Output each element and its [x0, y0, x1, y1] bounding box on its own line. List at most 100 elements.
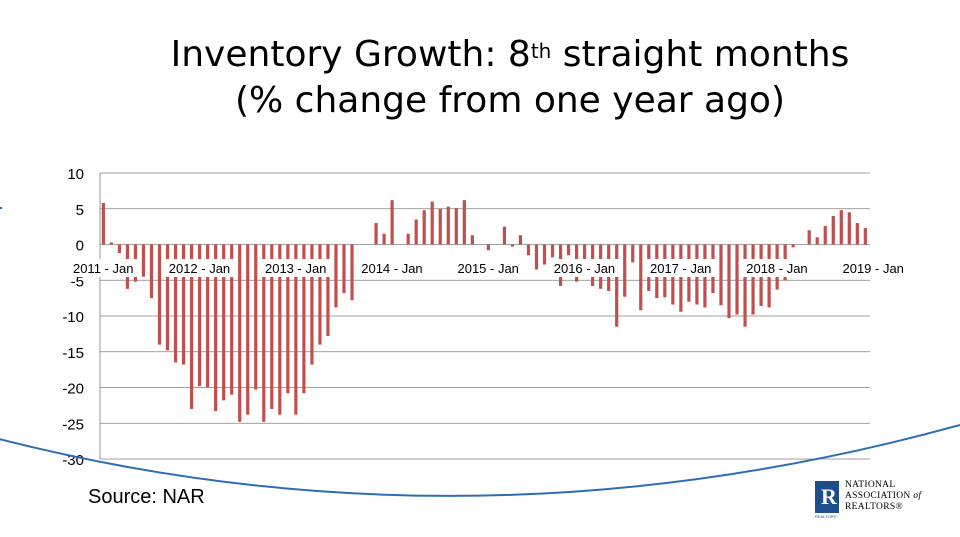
- bar: [446, 206, 450, 245]
- x-tick-label-bg: [162, 259, 237, 277]
- bar: [430, 201, 434, 245]
- x-tick-label: 2012 - Jan: [169, 261, 230, 276]
- bar: [406, 233, 410, 245]
- bar: [109, 242, 113, 245]
- nar-logo: R NATIONAL ASSOCIATION of REALTORS® REAL…: [815, 480, 922, 519]
- bar: [342, 244, 346, 294]
- bar: [189, 244, 194, 409]
- bar: [390, 200, 394, 245]
- bar: [181, 244, 186, 365]
- bar: [534, 244, 539, 270]
- bar: [486, 244, 490, 251]
- x-tick-label-bg: [739, 259, 814, 277]
- bar: [566, 244, 571, 256]
- y-tick-label: -5: [71, 273, 84, 290]
- y-tick-label: 5: [76, 202, 84, 219]
- bar: [238, 244, 242, 422]
- bar: [246, 244, 250, 415]
- x-tick-label: 2017 - Jan: [650, 261, 711, 276]
- x-tick-label: 2011 - Jan: [73, 261, 133, 276]
- bar: [510, 244, 515, 247]
- bar: [719, 244, 723, 306]
- bar: [382, 233, 386, 245]
- bar: [631, 244, 635, 263]
- y-tick-label: -25: [62, 416, 84, 433]
- bar: [855, 223, 859, 245]
- decorative-dot: [0, 206, 3, 210]
- x-tick-label: 2019 - Jan: [842, 261, 903, 276]
- bar: [101, 203, 105, 245]
- bar: [141, 244, 146, 277]
- decorative-arc: [0, 424, 960, 497]
- bar: [374, 223, 378, 245]
- y-tick-label: -30: [62, 452, 84, 469]
- bar: [222, 244, 226, 401]
- bar: [502, 226, 507, 245]
- bar: [270, 244, 274, 409]
- bar: [117, 244, 122, 254]
- bar: [149, 244, 154, 299]
- bar: [438, 208, 442, 245]
- bar: [165, 244, 170, 351]
- x-tick-label: 2013 - Jan: [265, 261, 326, 276]
- bar: [254, 244, 258, 390]
- y-tick-label: 10: [67, 166, 84, 183]
- bar: [198, 244, 202, 387]
- x-tick-label: 2018 - Jan: [746, 261, 807, 276]
- bar: [743, 244, 747, 327]
- bar: [863, 228, 867, 245]
- bar: [727, 244, 731, 319]
- bar: [807, 230, 811, 245]
- x-tick-label-bg: [354, 259, 429, 277]
- y-tick-label: -10: [62, 309, 84, 326]
- bar: [206, 244, 210, 388]
- x-tick-label: 2014 - Jan: [361, 261, 422, 276]
- title-line-1: Inventory Growth: 8th straight months: [170, 34, 850, 75]
- y-tick-label: -20: [62, 381, 84, 398]
- x-tick-label-bg: [451, 259, 526, 277]
- bar: [615, 244, 619, 327]
- bar: [230, 244, 234, 395]
- bar: [623, 244, 627, 297]
- bar: [294, 244, 298, 415]
- bar: [679, 244, 683, 312]
- bar: [326, 244, 330, 337]
- bar: [823, 225, 827, 245]
- bar: [278, 244, 282, 415]
- bar: [414, 219, 418, 245]
- x-tick-label: 2016 - Jan: [554, 261, 615, 276]
- bar: [518, 235, 523, 245]
- bar: [318, 244, 322, 345]
- slide-title: Inventory Growth: 8th straight months (%…: [90, 32, 930, 124]
- bar: [839, 210, 843, 245]
- bar: [815, 237, 819, 245]
- bar: [302, 244, 306, 394]
- bar: [847, 212, 851, 245]
- bar: [422, 210, 426, 245]
- logo-text: NATIONAL ASSOCIATION of REALTORS®: [845, 480, 922, 512]
- bar: [791, 244, 795, 248]
- x-tick-label-bg: [547, 259, 622, 277]
- bar: [470, 235, 474, 245]
- x-tick-label-bg: [258, 259, 333, 277]
- bar: [173, 244, 178, 363]
- realtor-r-icon: R: [815, 481, 839, 513]
- bar: [526, 244, 531, 256]
- y-tick-label: -15: [62, 345, 84, 362]
- x-tick-label-bg: [836, 259, 911, 277]
- source-note: Source: NAR: [88, 486, 205, 508]
- bar: [550, 244, 555, 258]
- bar: [542, 244, 547, 265]
- bar: [735, 244, 739, 315]
- bar: [262, 244, 266, 422]
- bar: [751, 244, 755, 315]
- y-tick-label: 0: [76, 238, 84, 255]
- bar: [462, 200, 466, 245]
- bar: [454, 208, 458, 245]
- x-tick-label-bg: [66, 259, 141, 277]
- bar: [350, 244, 354, 301]
- bar: [831, 215, 835, 245]
- bar: [310, 244, 314, 365]
- title-line-2: (% change from one year ago): [234, 80, 786, 121]
- bar: [157, 244, 162, 345]
